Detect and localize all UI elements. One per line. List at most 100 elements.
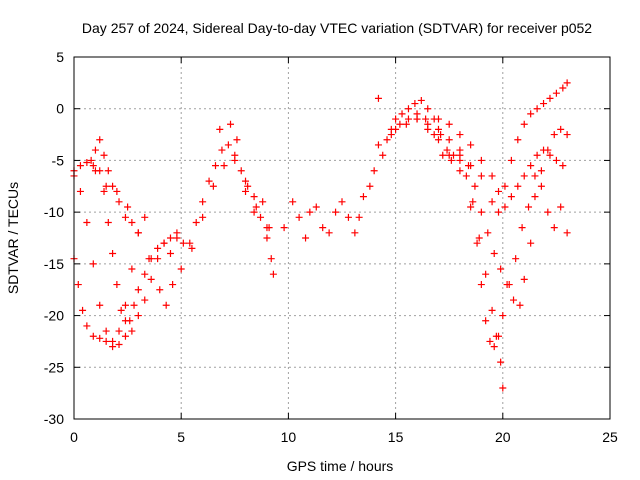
y-tick-label: -25 [44,359,64,375]
data-point [379,151,387,159]
data-point [128,327,136,335]
data-point [387,131,395,139]
data-point [486,337,494,345]
data-point [533,105,541,113]
data-point [124,203,132,211]
data-point [355,213,363,221]
data-point [91,167,99,175]
data-point [87,156,95,164]
data-point [242,177,250,185]
data-point [370,167,378,175]
data-point [74,281,82,289]
data-point [525,203,533,211]
data-point [456,167,464,175]
data-point [250,193,258,201]
y-tick-label: 0 [56,101,64,117]
data-point [537,167,545,175]
data-point [540,100,548,108]
data-point [177,265,185,273]
data-point [242,187,250,195]
data-point [550,131,558,139]
data-point [520,120,528,128]
data-point [76,162,84,170]
data-point [411,100,419,108]
data-point [499,384,507,392]
data-point [231,156,239,164]
data-point [484,229,492,237]
data-point [115,327,123,335]
data-point [280,224,288,232]
data-point [488,172,496,180]
data-point [121,301,129,309]
data-point [490,250,498,258]
grid-lines [74,57,610,419]
data-point [267,255,275,263]
data-point [259,198,267,206]
data-point [374,94,382,102]
data-point [469,198,477,206]
data-point [302,234,310,242]
y-tick-label: -5 [52,152,65,168]
data-point [76,187,84,195]
data-point [141,270,149,278]
data-point [413,115,421,123]
data-point [192,218,200,226]
data-point [392,115,400,123]
data-point [404,105,412,113]
data-point [173,234,181,242]
data-point [510,296,518,304]
data-point [475,234,483,242]
data-point [467,141,475,149]
data-point [218,146,226,154]
data-point [359,193,367,201]
data-point [434,125,442,133]
data-point [147,275,155,283]
data-point [325,229,333,237]
data-point [488,198,496,206]
data-point [424,120,432,128]
data-point [434,115,442,123]
data-point [269,270,277,278]
data-point [224,141,232,149]
y-tick-label: -10 [44,204,64,220]
data-point [482,270,490,278]
data-point [445,136,453,144]
data-point [501,182,509,190]
data-point [527,239,535,247]
data-point [220,162,228,170]
data-point [102,337,110,345]
data-point [531,172,539,180]
data-point [447,156,455,164]
data-point [445,151,453,159]
data-point [216,125,224,133]
data-point [209,182,217,190]
data-point [89,162,97,170]
data-point [497,265,505,273]
data-point [83,322,91,330]
data-point [312,203,320,211]
data-point [552,156,560,164]
data-point [83,218,91,226]
data-point [501,203,509,211]
data-point [477,156,485,164]
data-point [332,208,340,216]
data-point [156,286,164,294]
data-point [467,203,475,211]
data-point [544,208,552,216]
data-point [527,110,535,118]
data-point [477,172,485,180]
data-point [134,312,142,320]
data-point [96,334,104,342]
data-point [507,156,515,164]
data-point [205,177,213,185]
data-point [505,281,513,289]
data-point [527,162,535,170]
y-tick-label: -15 [44,256,64,272]
data-point [495,332,503,340]
data-point [533,151,541,159]
data-point [145,255,153,263]
data-point [396,120,404,128]
data-point [430,131,438,139]
data-point [128,218,136,226]
